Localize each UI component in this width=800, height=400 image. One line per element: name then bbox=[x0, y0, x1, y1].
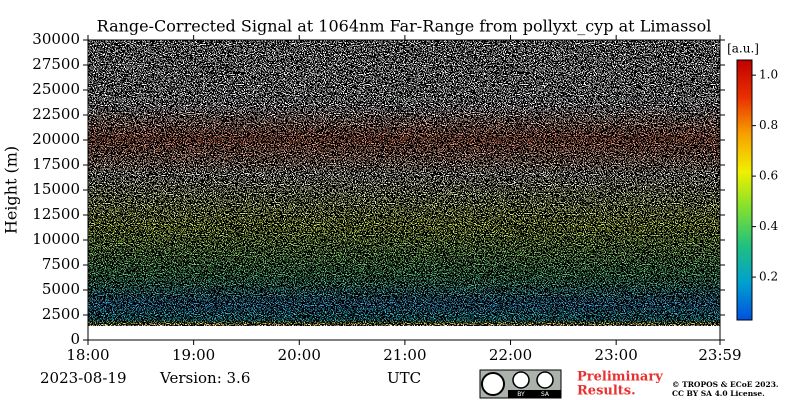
x-tick-label: 23:59 bbox=[698, 346, 741, 364]
y-tick-label: 30000 bbox=[32, 30, 80, 48]
y-tick-label: 2500 bbox=[42, 305, 80, 323]
license-badge: BY SA bbox=[479, 369, 562, 399]
colorbar-label: [a.u.] bbox=[727, 42, 759, 56]
x-axis-label: UTC bbox=[387, 369, 421, 387]
colorbar-tick-label: 0.6 bbox=[759, 169, 778, 183]
x-tick-label: 18:00 bbox=[66, 346, 109, 364]
badge-icon bbox=[512, 371, 530, 389]
y-tick-label: 17500 bbox=[32, 155, 80, 173]
signal-noise bbox=[88, 40, 720, 340]
copyright: © TROPOS & ECoE 2023. bbox=[672, 380, 779, 389]
badge-icon bbox=[481, 372, 505, 396]
y-tick-label: 22500 bbox=[32, 105, 80, 123]
y-tick-label: 0 bbox=[70, 330, 80, 348]
version: Version: 3.6 bbox=[159, 369, 250, 387]
x-tick-label: 20:00 bbox=[278, 346, 321, 364]
y-tick-label: 7500 bbox=[42, 255, 80, 273]
colorbar bbox=[736, 59, 753, 321]
y-tick-label: 25000 bbox=[32, 80, 80, 98]
x-tick-label: 19:00 bbox=[172, 346, 215, 364]
y-tick-label: 5000 bbox=[42, 280, 80, 298]
y-tick-label: 27500 bbox=[32, 55, 80, 73]
y-tick-label: 10000 bbox=[32, 230, 80, 248]
x-tick-label: 21:00 bbox=[383, 346, 426, 364]
y-tick-label: 12500 bbox=[32, 205, 80, 223]
chart-title: Range-Corrected Signal at 1064nm Far-Ran… bbox=[97, 17, 712, 36]
near-range-gap bbox=[88, 326, 720, 340]
y-tick-label: 20000 bbox=[32, 130, 80, 148]
date: 2023-08-19 bbox=[40, 369, 126, 387]
colorbar-tick-label: 0.8 bbox=[759, 118, 778, 132]
colorbar-tick-label: 1.0 bbox=[759, 68, 778, 82]
copyright: CC BY SA 4.0 License. bbox=[672, 389, 765, 398]
badge-icon bbox=[536, 371, 554, 389]
badge-strip bbox=[508, 390, 561, 398]
y-tick-label: 15000 bbox=[32, 180, 80, 198]
badge-label: SA bbox=[541, 391, 550, 398]
x-tick-label: 22:00 bbox=[489, 346, 532, 364]
preliminary-note: Results. bbox=[577, 384, 636, 399]
colorbar-tick-label: 0.2 bbox=[759, 270, 778, 284]
plot-area bbox=[87, 39, 721, 341]
colorbar-tick-label: 0.4 bbox=[759, 219, 778, 233]
x-tick-label: 23:00 bbox=[595, 346, 638, 364]
preliminary-note: Preliminary bbox=[577, 370, 663, 385]
y-axis-label: Height (m) bbox=[2, 146, 21, 234]
badge-label: BY bbox=[517, 391, 525, 398]
